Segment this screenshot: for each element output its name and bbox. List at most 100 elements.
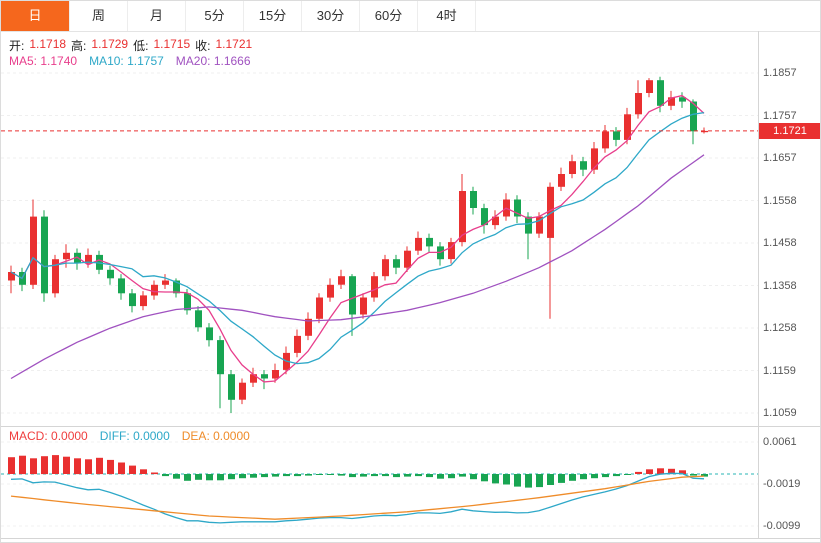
candle-body xyxy=(382,259,389,277)
candle-body xyxy=(426,237,433,247)
candle-body xyxy=(206,327,213,341)
timeframe-toolbar: 日 周 月 5分 15分 30分 60分 4时 xyxy=(1,1,820,32)
candle-body xyxy=(459,191,466,243)
macd-bar xyxy=(536,474,543,488)
macd-bar xyxy=(602,474,609,478)
macd-histogram xyxy=(8,455,708,488)
macd-bar xyxy=(448,474,455,479)
macd-bar xyxy=(327,474,334,475)
diff-readout: DIFF: 0.0000 xyxy=(99,429,170,443)
candle-body xyxy=(250,374,257,383)
candle-body xyxy=(85,254,92,264)
macd-bar xyxy=(261,474,268,478)
candle-body xyxy=(41,216,48,294)
candle-body xyxy=(514,199,521,217)
candle-body xyxy=(657,80,664,106)
macd-bar xyxy=(415,474,422,477)
macd-bar xyxy=(349,474,356,478)
candle-body xyxy=(558,174,565,187)
candle-body xyxy=(184,293,191,311)
macd-bar xyxy=(283,474,290,477)
macd-bar xyxy=(591,474,598,479)
tab-30min[interactable]: 30分 xyxy=(302,1,360,31)
macd-bar xyxy=(382,474,389,477)
close-value: 1.1721 xyxy=(215,37,253,51)
macd-bar xyxy=(217,474,224,481)
macd-bar xyxy=(701,474,708,477)
macd-bar xyxy=(360,474,367,477)
y-axis-label: 1.1458 xyxy=(763,237,797,249)
candle-body xyxy=(349,276,356,315)
macd-bar xyxy=(206,474,213,481)
candle-body xyxy=(162,280,169,285)
y-axis-label: 1.1258 xyxy=(763,322,797,334)
candle-body xyxy=(624,114,631,140)
high-value: 1.1729 xyxy=(91,37,129,51)
macd-bar xyxy=(239,474,246,479)
candle-body xyxy=(701,130,708,133)
macd-bar xyxy=(624,474,631,475)
macd-bar xyxy=(129,465,136,474)
ohlc-info: 开: 1.1718 高: 1.1729 低: 1.1715 收: 1.1721 xyxy=(9,37,252,54)
candle-body xyxy=(547,186,554,238)
candle-body xyxy=(569,161,576,174)
y-axis-label: 1.1159 xyxy=(763,364,796,377)
tab-week[interactable]: 周 xyxy=(70,1,128,31)
macd-bar xyxy=(184,474,191,481)
candle-body xyxy=(316,297,323,319)
macd-indicator-chart[interactable] xyxy=(1,426,758,543)
candle-body xyxy=(294,335,301,353)
axis-divider xyxy=(758,31,759,538)
bottom-divider xyxy=(1,538,820,539)
close-label: 收: xyxy=(195,39,211,53)
candle-body xyxy=(107,269,114,279)
macd-bar xyxy=(316,474,323,475)
macd-bar xyxy=(19,455,26,475)
candle-body xyxy=(470,191,477,208)
y-axis-label: 1.1558 xyxy=(763,194,797,207)
tab-day[interactable]: 日 xyxy=(1,1,70,31)
candle-body xyxy=(272,370,279,379)
y-axis-label: 1.1857 xyxy=(763,67,797,79)
candle-body xyxy=(239,382,246,400)
macd-bar xyxy=(250,474,257,478)
y-axis-label: 0.0061 xyxy=(763,436,797,448)
candle-body xyxy=(613,131,620,140)
last-price-tag: 1.1721 xyxy=(759,123,820,139)
main-candlestick-chart[interactable] xyxy=(1,31,758,426)
tab-4hour[interactable]: 4时 xyxy=(418,1,476,31)
candle-body xyxy=(217,340,224,375)
macd-bar xyxy=(85,459,92,474)
macd-bar xyxy=(690,474,697,476)
macd-info: MACD: 0.0000 DIFF: 0.0000 DEA: 0.0000 xyxy=(9,429,250,443)
candle-body xyxy=(8,272,15,281)
macd-bar xyxy=(646,469,653,474)
ma10-line xyxy=(10,111,705,365)
ma5-readout: MA5: 1.1740 xyxy=(9,54,78,68)
macd-bar xyxy=(173,474,180,479)
macd-bar xyxy=(525,474,532,488)
low-value: 1.1715 xyxy=(153,37,191,51)
macd-bar xyxy=(74,458,81,475)
ma5-line xyxy=(10,94,705,383)
candle-body xyxy=(151,284,158,296)
tab-5min[interactable]: 5分 xyxy=(186,1,244,31)
candle-body xyxy=(327,284,334,298)
macd-bar xyxy=(558,474,565,483)
y-axis-label: -0.0019 xyxy=(763,478,801,490)
panel-divider xyxy=(1,426,820,427)
macd-bar xyxy=(96,457,103,475)
macd-bar xyxy=(481,474,488,482)
tab-month[interactable]: 月 xyxy=(128,1,186,31)
candle-body xyxy=(173,280,180,294)
macd-bar xyxy=(437,474,444,479)
tab-60min[interactable]: 60分 xyxy=(360,1,418,31)
tab-15min[interactable]: 15分 xyxy=(244,1,302,31)
candle-body xyxy=(118,278,125,294)
candle-body xyxy=(525,216,532,234)
open-label: 开: xyxy=(9,39,25,53)
ma20-line xyxy=(10,154,705,380)
macd-bar xyxy=(426,474,433,478)
ma-info: MA5: 1.1740 MA10: 1.1757 MA20: 1.1666 xyxy=(9,54,251,68)
macd-bar xyxy=(41,456,48,475)
